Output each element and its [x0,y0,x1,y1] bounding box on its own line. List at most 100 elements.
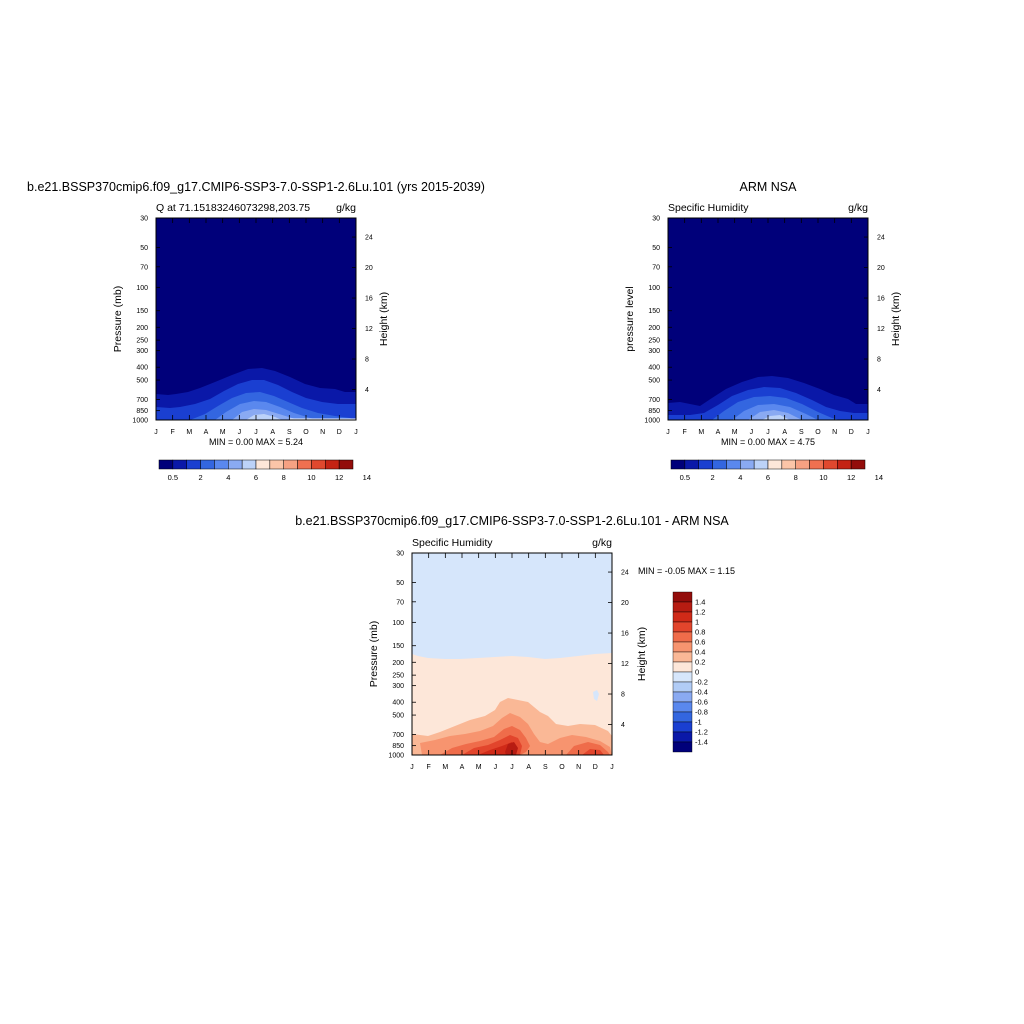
panel-diff-ylabel: Pressure (mb) [368,621,380,688]
contour-band-12 [505,742,518,755]
pressure-tick-label: 200 [392,660,404,667]
colorbar-label: -0.6 [695,698,708,707]
height-tick-label: 4 [877,387,881,394]
colorbar-swatch [672,701,693,713]
colorbar-swatch [726,459,741,470]
month-tick-label: M [698,429,704,436]
month-tick-label: M [732,429,738,436]
month-tick-label: M [476,764,482,771]
colorbar-label: 12 [335,473,343,482]
colorbar-label: 0.4 [695,648,705,657]
pressure-tick-label: 250 [392,673,404,680]
month-tick-label: A [270,429,275,436]
pressure-tick-label: 1000 [132,418,148,425]
pressure-tick-label: 70 [140,264,148,271]
colorbar-label: 8 [794,473,798,482]
colorbar-label: -0.8 [695,708,708,717]
pressure-tick-label: 500 [648,378,660,385]
colorbar-label: 14 [363,473,371,482]
colorbar-label: 6 [254,473,258,482]
pressure-tick-label: 30 [140,216,148,223]
contour-blob-small [593,690,599,701]
contour-band-5 [232,409,300,420]
colorbar-label: 2 [198,473,202,482]
colorbar-swatch [672,621,693,633]
colorbar-label: 2 [710,473,714,482]
height-tick-label: 12 [365,326,373,333]
month-tick-label: F [427,764,431,771]
pressure-tick-label: 70 [396,599,404,606]
panel-obs-axes: 30 50 70 100 150 200 250 300 400 500 700 850 1000 24 2… [644,216,884,437]
height-tick-label: 12 [621,661,629,668]
month-tick-label: J [354,429,358,436]
colorbar-swatch [214,459,229,470]
panel-diff-unit-label: g/kg [592,537,612,549]
colorbar-label: 0.8 [695,628,705,637]
pressure-tick-label: 700 [136,397,148,404]
colorbar-swatch [325,459,340,470]
colorbar-label: 12 [847,473,855,482]
panel-model-plot [155,217,357,421]
colorbar-label: 4 [738,473,742,482]
panel-model-ylabel-right: Height (km) [378,292,390,346]
panel-model-colorbar: 0.5 2 4 6 8 10 12 14 [158,459,371,482]
month-tick-label: J [510,764,514,771]
colorbar-label: 14 [875,473,883,482]
colorbar-swatch [186,459,201,470]
panel-model-left-label: Q at 71.15183246073298,203.75 [156,202,310,214]
colorbar-label: 1.2 [695,608,705,617]
month-tick-label: M [186,429,192,436]
colorbar-swatch [795,459,810,470]
panel-diff-minmax: MIN = -0.05 MAX = 1.15 [638,566,735,576]
pressure-tick-label: 500 [392,713,404,720]
colorbar-swatch [158,459,174,470]
month-tick-label: F [171,429,175,436]
pressure-tick-label: 850 [136,408,148,415]
colorbar-label: 8 [282,473,286,482]
height-tick-label: 8 [877,357,881,364]
pressure-tick-label: 200 [648,325,660,332]
colorbar-swatch [698,459,713,470]
month-tick-label: J [410,764,414,771]
panel-obs-unit-label: g/kg [848,202,868,214]
height-tick-label: 16 [621,631,629,638]
month-tick-label: O [303,429,309,436]
colorbar-swatch [672,681,693,693]
colorbar-label: 0 [695,668,699,677]
month-tick-label: S [543,764,548,771]
month-tick-label: J [866,429,870,436]
colorbar-label: 10 [307,473,315,482]
month-tick-label: A [460,764,465,771]
month-tick-label: J [610,764,614,771]
colorbar-swatch [672,711,693,723]
panel-model-axes: 30 50 70 100 150 200 250 300 400 500 700 850 1000 24 2… [132,216,372,437]
month-tick-label: O [815,429,821,436]
pressure-tick-label: 150 [648,308,660,315]
colorbar-label: 10 [819,473,827,482]
height-tick-label: 4 [621,722,625,729]
colorbar-swatch [255,459,271,470]
panel-diff-title: b.e21.BSSP370cmip6.f09_g17.CMIP6-SSP3-7.… [295,514,729,528]
colorbar-swatch [740,459,755,470]
panel-model-unit-label: g/kg [336,202,356,214]
colorbar-swatch [672,601,693,613]
month-tick-label: S [287,429,292,436]
colorbar-swatch [338,459,354,470]
colorbar-swatch [670,459,686,470]
colorbar-swatch [672,671,693,683]
pressure-tick-label: 30 [396,551,404,558]
colorbar-swatch [172,459,187,470]
month-tick-label: N [832,429,837,436]
colorbar-swatch [672,691,693,703]
pressure-tick-label: 300 [392,683,404,690]
panel-model-ylabel: Pressure (mb) [112,286,124,353]
colorbar-swatch [850,459,866,470]
colorbar-swatch [684,459,699,470]
colorbar-swatch [228,459,243,470]
panel-obs: ARM NSA Specific Humidity g/kg 305070100… [624,180,902,482]
pressure-tick-label: 50 [652,245,660,252]
contour-band-5 [748,410,802,420]
colorbar-swatch [837,459,852,470]
colorbar-label: 4 [226,473,230,482]
height-tick-label: 8 [365,357,369,364]
